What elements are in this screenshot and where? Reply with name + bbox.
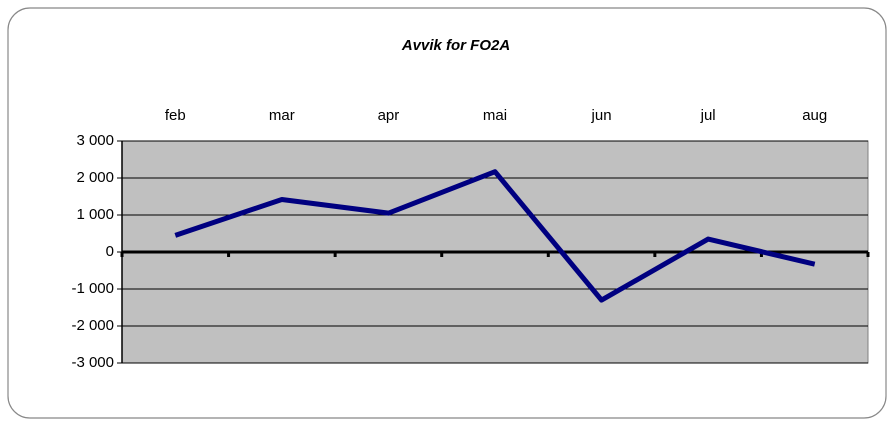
y-tick-label: -3 000 [71,354,114,371]
x-tick-label: aug [802,107,827,124]
chart-title: Avvik for FO2A [401,37,510,54]
x-tick-label: apr [378,107,400,124]
y-tick-label: 1 000 [76,206,114,223]
y-tick-label: 2 000 [76,169,114,186]
line-series [174,169,816,303]
y-tick-label: 3 000 [76,132,114,149]
y-tick-label: 0 [106,243,114,260]
x-tick-label: jun [591,107,612,124]
x-tick-label: mai [483,107,507,124]
x-tick-label: feb [165,107,186,124]
x-tick-label: jul [700,107,716,124]
y-tick-label: -1 000 [71,280,114,297]
x-tick-label: mar [269,107,295,124]
y-tick-label: -2 000 [71,317,114,334]
